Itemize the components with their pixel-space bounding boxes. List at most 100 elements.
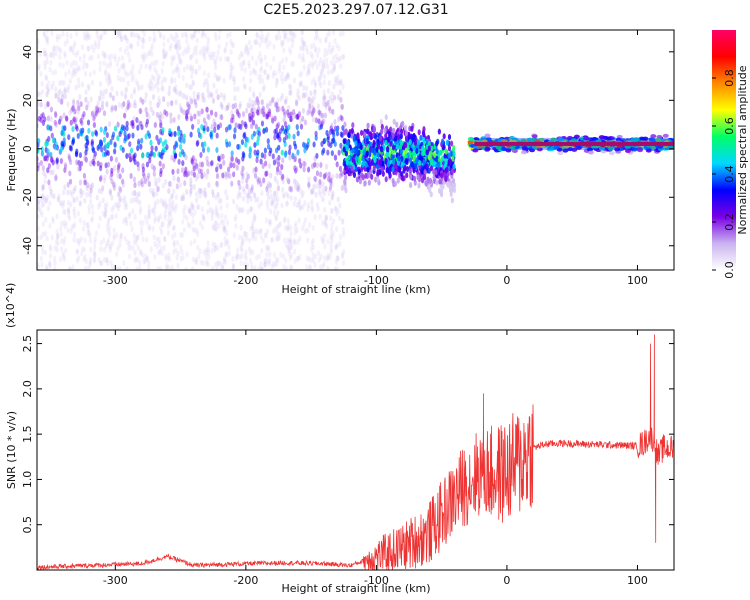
spectrogram-cell <box>347 154 351 161</box>
spectrogram-cell <box>329 207 334 214</box>
spectrogram-cell <box>236 252 240 259</box>
spectrogram-cell <box>268 221 272 228</box>
spectrogram-cell <box>227 141 232 148</box>
spectrogram-cell <box>153 122 157 129</box>
spectrogram-cell <box>165 256 169 263</box>
spectrogram-cell <box>311 105 315 112</box>
spectrogram-cell <box>222 258 226 265</box>
spectrogram-cell <box>254 123 258 130</box>
spectrogram-cell <box>290 36 294 43</box>
spectrogram-cell <box>63 184 67 191</box>
spectrogram-cell <box>73 40 77 47</box>
spectrogram-cell <box>57 96 61 103</box>
colorbar-label: Normalized spectral amplitude <box>736 65 749 234</box>
spectrogram-cell <box>95 104 99 111</box>
spectrogram-cell <box>220 212 224 219</box>
spectrogram-cell <box>242 59 246 66</box>
spectrogram-cell <box>75 67 79 74</box>
spectrogram-cell <box>346 139 350 146</box>
spectrogram-cell <box>250 55 254 62</box>
spectrogram-cell <box>56 232 60 239</box>
spectrogram-cell <box>157 30 161 34</box>
spectrogram-cell <box>599 146 606 151</box>
spectrogram-cell <box>294 166 299 173</box>
spectrogram-cell <box>170 154 174 161</box>
spectrogram-cell <box>161 85 165 92</box>
spectrogram-cell <box>163 214 167 221</box>
spectrogram-cell <box>145 151 149 158</box>
spectrogram-cell <box>75 30 79 37</box>
spectrogram-cell <box>117 197 121 204</box>
spectrogram-cell <box>66 227 70 234</box>
spectrogram-cell <box>387 130 391 137</box>
spectrogram-cell <box>136 161 140 168</box>
spectrogram-cell <box>331 217 336 224</box>
spectrogram-cell <box>429 165 434 172</box>
spectrogram-cell <box>213 58 217 65</box>
spectrogram-cell <box>158 151 162 158</box>
spectrogram-cell <box>322 238 326 245</box>
spectrogram-cell <box>267 194 271 201</box>
spectrogram-cell <box>337 56 341 63</box>
spectrogram-cell <box>175 254 179 261</box>
spectrogram-cell <box>120 102 124 109</box>
spectrogram-cell <box>131 73 135 80</box>
spectrogram-cell <box>203 32 207 39</box>
spectrogram-cell <box>292 108 296 115</box>
spectrogram-cell <box>158 114 162 121</box>
spectrogram-cell <box>172 86 176 93</box>
spectrogram-cell <box>277 222 281 229</box>
spectrogram-cell <box>203 45 207 52</box>
spectrogram-cell <box>152 165 156 172</box>
spectrogram-cell <box>265 200 269 207</box>
spectrogram-cell <box>163 236 167 243</box>
spectrogram-cell <box>373 157 377 164</box>
spectrogram-cell <box>287 223 291 230</box>
spectrogram-cell <box>53 266 57 270</box>
spectrogram-cell <box>308 264 312 270</box>
spectrogram-cell <box>207 72 211 79</box>
spectrogram-cell <box>436 161 441 168</box>
spectrogram-cell <box>88 232 92 239</box>
spectrogram-cell <box>288 89 292 96</box>
spectrogram-cell <box>472 148 479 153</box>
spectrogram-cell <box>297 94 301 101</box>
spectrogram-cell <box>106 71 111 78</box>
spectrogram-cell <box>229 159 233 166</box>
spectrogram-cell <box>63 50 67 57</box>
spectrogram-cell <box>278 169 282 176</box>
spectrogram-cell <box>231 64 235 71</box>
spectrogram-cell <box>48 262 52 269</box>
spectrogram-cell <box>222 159 226 166</box>
spectrogram-cell <box>249 77 253 84</box>
spectrogram-cell <box>286 36 290 43</box>
spectrogram-cell <box>246 192 250 199</box>
spectrogram-cell <box>155 236 159 243</box>
spectrogram-cell <box>529 148 536 153</box>
spectrogram-cell <box>238 192 242 199</box>
spectrogram-cell <box>214 111 218 118</box>
spectrogram-cell <box>131 123 135 130</box>
spectrogram-cell <box>295 98 299 105</box>
spectrogram-cell <box>225 141 229 148</box>
spectrogram-cell <box>182 213 187 220</box>
spectrogram-cell <box>199 259 203 266</box>
spectrogram-cell <box>263 260 268 267</box>
spectrogram-cell <box>208 206 212 213</box>
spectrogram-cell <box>238 206 242 213</box>
spectrogram-cell <box>280 174 284 181</box>
spectrogram-cell <box>214 261 218 268</box>
spectrogram-cell <box>68 266 72 270</box>
spectrogram-cell <box>258 41 262 48</box>
spectrogram-cell <box>333 76 337 83</box>
spectrogram-cell <box>200 173 204 180</box>
spectrogram-cell <box>49 59 53 66</box>
spectrogram-cell <box>69 201 73 208</box>
spectrogram-cell <box>173 37 177 44</box>
spectrogram-cell <box>89 198 93 205</box>
spectrogram-cell <box>205 260 209 267</box>
spectrogram-cell <box>71 118 75 125</box>
spectrogram-cell <box>185 49 189 56</box>
spectrogram-cell <box>216 181 220 188</box>
spectrogram-cell <box>48 253 53 260</box>
